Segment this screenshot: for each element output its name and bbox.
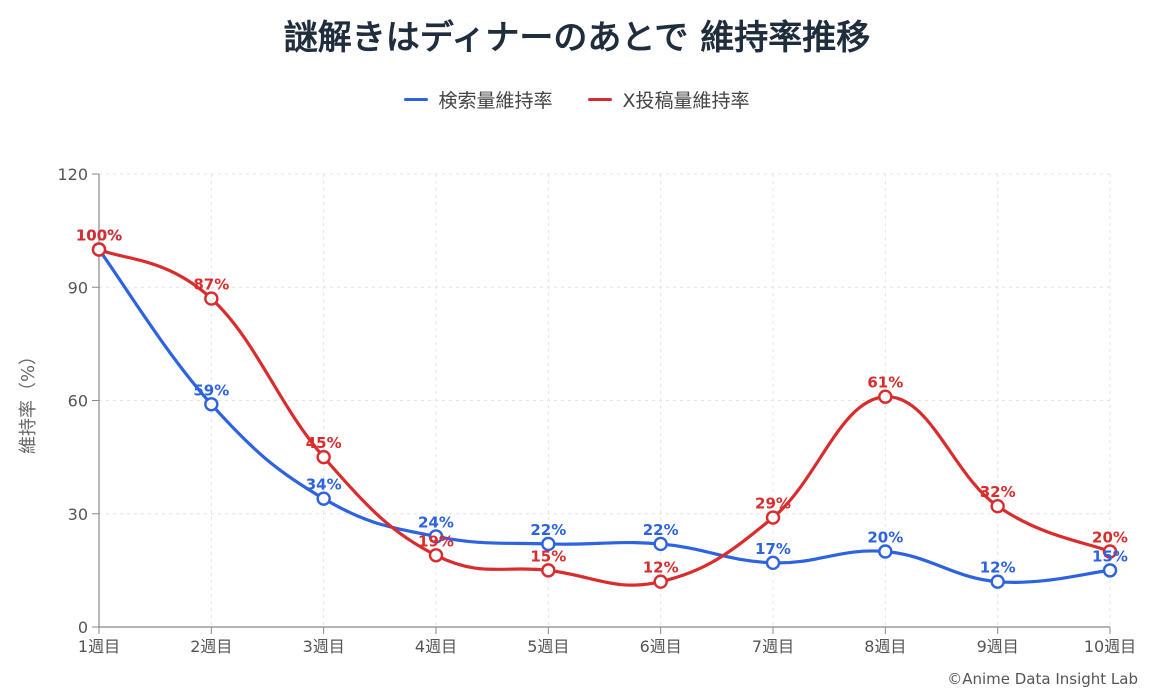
data-label-search: 100%	[76, 227, 122, 245]
data-label-x-posts: 32%	[980, 483, 1016, 501]
data-label-search: 15%	[1092, 547, 1128, 565]
data-label-search: 59%	[193, 381, 229, 399]
legend: 検索量維持率 X投稿量維持率	[0, 86, 1154, 113]
data-point-x-posts	[316, 449, 331, 465]
data-point-search	[428, 529, 444, 544]
y-tick-label: 90	[68, 278, 88, 297]
data-label-search: 34%	[306, 476, 342, 494]
data-point-search	[541, 536, 556, 552]
data-label-x-posts: 45%	[306, 434, 342, 452]
credit-text: ©Anime Data Insight Lab	[947, 670, 1138, 688]
data-label-x-posts: 61%	[867, 374, 903, 392]
data-label-x-posts: 20%	[1092, 529, 1128, 547]
x-tick-label: 4週目	[415, 637, 457, 656]
x-tick-label: 5週目	[527, 637, 569, 656]
data-label-x-posts: 15%	[530, 547, 566, 565]
data-label-x-posts: 12%	[643, 559, 679, 577]
data-label-x-posts: 29%	[755, 495, 791, 513]
data-label-search: 22%	[643, 521, 679, 539]
data-point-x-posts	[1102, 544, 1118, 559]
legend-item-search[interactable]: 検索量維持率	[404, 86, 552, 113]
legend-label-x-posts: X投稿量維持率	[622, 90, 750, 112]
data-label-x-posts: 87%	[193, 276, 229, 294]
legend-swatch-x-posts	[588, 98, 613, 101]
data-point-search	[316, 491, 331, 506]
x-tick-label: 1週目	[78, 637, 120, 656]
data-label-search: 22%	[530, 521, 566, 539]
legend-item-x-posts[interactable]: X投稿量維持率	[588, 86, 750, 113]
x-tick-label: 10週目	[1084, 637, 1136, 656]
x-tick-label: 6週目	[640, 637, 682, 656]
data-point-search	[878, 544, 893, 559]
data-point-search	[765, 555, 781, 571]
data-point-x-posts	[428, 548, 444, 563]
data-label-search: 17%	[755, 540, 791, 558]
data-point-x-posts	[91, 242, 107, 257]
data-point-x-posts	[878, 389, 893, 404]
data-label-search: 20%	[867, 529, 903, 547]
data-point-x-posts	[204, 291, 219, 306]
data-label-x-posts: 100%	[76, 227, 122, 245]
y-tick-label: 30	[68, 505, 88, 524]
data-point-search	[204, 397, 219, 412]
y-tick-label: 0	[78, 618, 88, 637]
data-label-search: 12%	[980, 559, 1016, 577]
x-tick-label: 2週目	[190, 637, 232, 656]
data-point-search	[990, 574, 1005, 589]
chart-title: 謎解きはディナーのあとで 維持率推移	[283, 18, 871, 58]
y-tick-label: 60	[68, 392, 88, 411]
legend-label-search: 検索量維持率	[438, 90, 553, 112]
data-point-x-posts	[541, 563, 556, 578]
series-line-x-posts	[97, 247, 1112, 587]
legend-swatch-search	[404, 98, 429, 101]
data-point-search	[1102, 563, 1118, 578]
x-tick-label: 7週目	[752, 637, 794, 656]
y-axis-label: 維持率（%）	[18, 347, 39, 454]
series-line-search	[97, 247, 1112, 584]
x-tick-label: 9週目	[977, 637, 1019, 656]
data-label-x-posts: 19%	[418, 532, 454, 550]
data-point-x-posts	[653, 574, 668, 589]
data-point-x-posts	[990, 499, 1005, 514]
data-point-search	[653, 536, 668, 552]
x-tick-label: 3週目	[303, 637, 345, 656]
x-tick-label: 8週目	[864, 637, 906, 656]
y-tick-label: 120	[57, 165, 88, 184]
data-point-x-posts	[765, 510, 781, 525]
data-label-search: 24%	[418, 513, 454, 531]
